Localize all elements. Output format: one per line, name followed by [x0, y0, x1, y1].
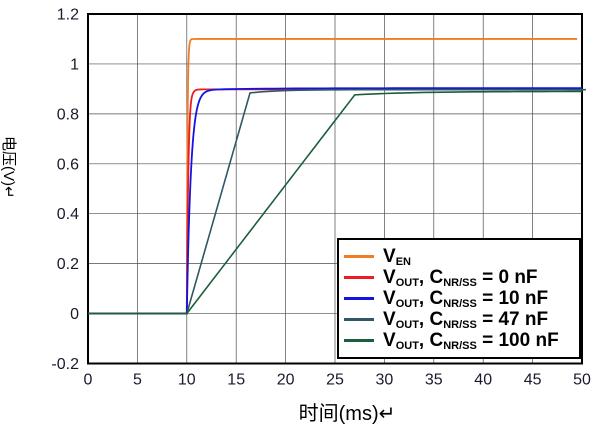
svg-text:35: 35 [425, 372, 443, 389]
svg-text:0.2: 0.2 [57, 256, 79, 273]
svg-text:45: 45 [524, 372, 542, 389]
svg-text:1: 1 [70, 56, 79, 73]
svg-text:0.6: 0.6 [57, 156, 79, 173]
svg-text:40: 40 [474, 372, 492, 389]
svg-text:0: 0 [70, 306, 79, 323]
svg-text:1.2: 1.2 [57, 7, 79, 24]
svg-text:0.8: 0.8 [57, 106, 79, 123]
svg-text:30: 30 [376, 372, 394, 389]
svg-text:15: 15 [227, 372, 245, 389]
svg-text:-0.2: -0.2 [51, 356, 79, 373]
svg-text:0: 0 [84, 372, 93, 389]
svg-text:50: 50 [573, 372, 591, 389]
svg-text:5: 5 [133, 372, 142, 389]
svg-text:20: 20 [277, 372, 295, 389]
svg-text:25: 25 [326, 372, 344, 389]
svg-text:10: 10 [178, 372, 196, 389]
svg-text:0.4: 0.4 [57, 206, 79, 223]
